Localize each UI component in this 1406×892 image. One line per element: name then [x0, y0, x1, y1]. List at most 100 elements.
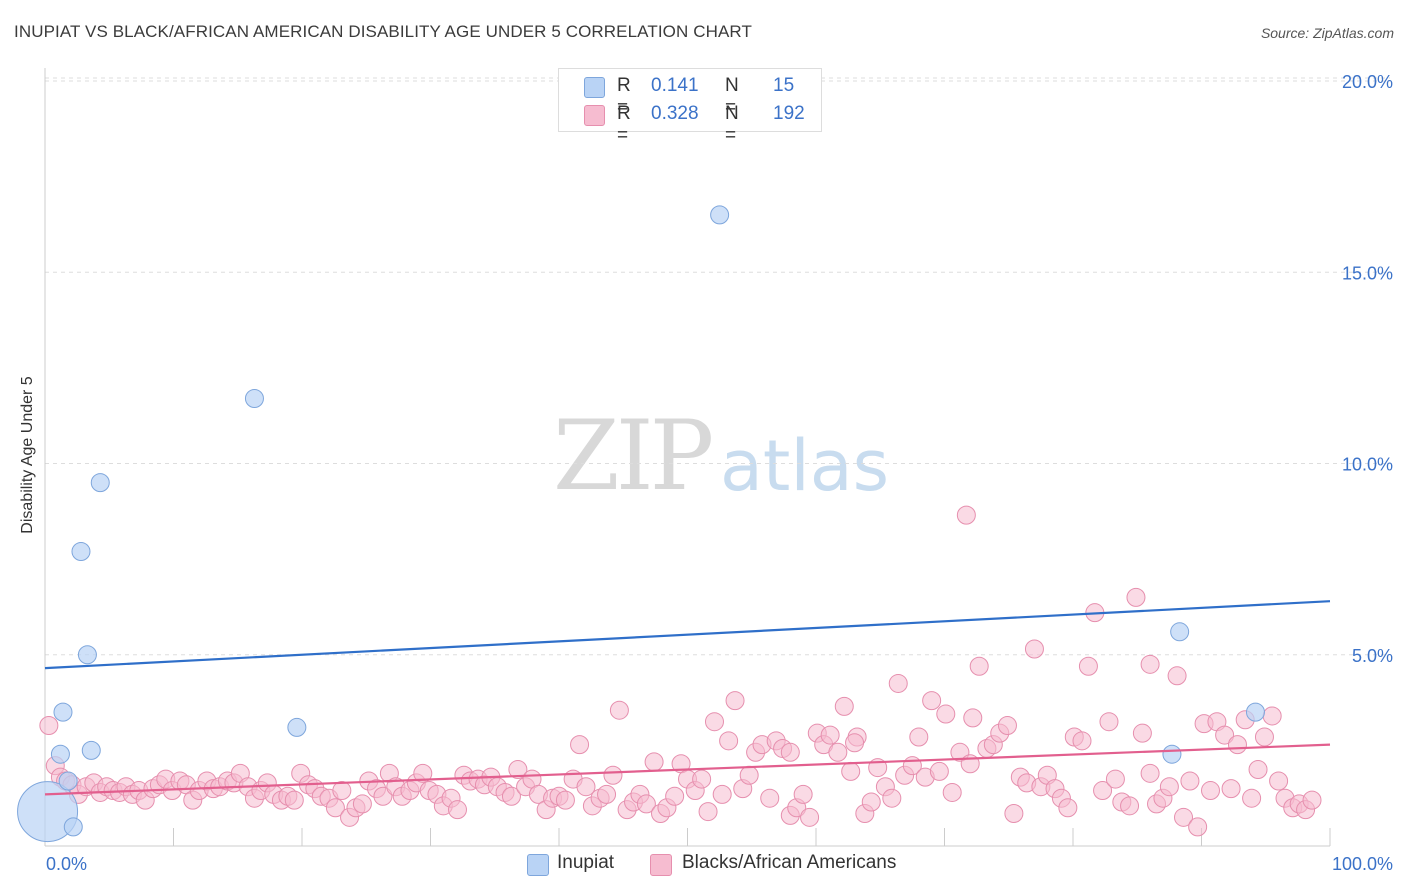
point-inupiat-7: [81, 740, 101, 760]
point-inupiat-4: [63, 817, 83, 837]
point-black-122: [861, 792, 881, 812]
trend-line-inupiat: [44, 600, 1331, 670]
point-black-174: [1215, 725, 1235, 745]
point-black-180: [1254, 727, 1274, 747]
y-tick-label-20: 20.0%: [1342, 72, 1393, 92]
point-inupiat-11: [710, 205, 730, 225]
point-inupiat-14: [1245, 702, 1265, 722]
point-black-181: [1262, 706, 1282, 726]
point-black-37: [284, 790, 304, 810]
point-inupiat-1: [50, 744, 70, 764]
point-black-80: [576, 777, 596, 797]
point-black-133: [936, 704, 956, 724]
point-inupiat-8: [90, 473, 110, 493]
point-black-99: [704, 712, 724, 732]
point-black-175: [1221, 779, 1241, 799]
legend-n-value: 15: [773, 75, 795, 96]
legend-swatch-black: [584, 105, 605, 126]
legend-n-label: N =: [725, 103, 739, 146]
point-black-176: [1227, 735, 1247, 755]
y-tick-label-10: 10.0%: [1342, 455, 1393, 475]
point-black-104: [739, 765, 759, 785]
point-black-168: [1174, 807, 1194, 827]
point-inupiat-10: [287, 717, 307, 737]
point-black-134: [942, 782, 962, 802]
point-black-43: [325, 798, 345, 818]
point-black-172: [1200, 781, 1220, 801]
y-tick-label-15: 15.0%: [1342, 263, 1393, 283]
point-black-182: [1269, 771, 1289, 791]
point-black-190: [845, 733, 865, 753]
point-inupiat-12: [1170, 622, 1190, 642]
point-inupiat-13: [1162, 744, 1182, 764]
point-black-44: [332, 781, 352, 801]
point-inupiat-3: [58, 771, 78, 791]
point-black-169: [1180, 771, 1200, 791]
correlation-legend: R = 0.141 N = 15 R = 0.328 N = 192: [558, 68, 822, 146]
point-black-116: [820, 725, 840, 745]
source-credit: Source: ZipAtlas.com: [1260, 25, 1394, 41]
point-black-85: [609, 700, 629, 720]
point-black-191: [1140, 654, 1160, 674]
series-inupiat-points: [17, 205, 1265, 843]
point-black-136: [956, 505, 976, 525]
y-tick-label-5: 5.0%: [1352, 646, 1393, 666]
point-black-0: [39, 716, 59, 736]
point-black-61: [447, 800, 467, 820]
point-black-112: [793, 784, 813, 804]
point-black-157: [1099, 712, 1119, 732]
point-black-178: [1242, 788, 1262, 808]
point-black-160: [1120, 796, 1140, 816]
point-black-151: [1058, 798, 1078, 818]
bottom-legend-swatch-black: [650, 854, 672, 876]
series-black-african-americans-points: [39, 505, 1322, 837]
chart-title: INUPIAT VS BLACK/AFRICAN AMERICAN DISABI…: [14, 22, 752, 41]
point-black-89: [636, 794, 656, 814]
point-black-98: [698, 802, 718, 822]
point-black-138: [969, 656, 989, 676]
point-black-170: [1188, 817, 1208, 837]
point-black-143: [1004, 803, 1024, 823]
point-black-129: [909, 727, 929, 747]
point-black-132: [929, 761, 949, 781]
point-black-90: [644, 752, 664, 772]
grid-lines: [45, 77, 1390, 656]
point-black-100: [712, 784, 732, 804]
watermark-zip: ZIP: [553, 400, 714, 512]
point-black-47: [352, 794, 372, 814]
watermark-atlas: atlas: [720, 425, 890, 507]
point-black-113: [800, 807, 820, 827]
point-black-125: [882, 788, 902, 808]
point-black-189: [780, 742, 800, 762]
legend-r-value: 0.141: [651, 75, 699, 96]
point-black-156: [1093, 781, 1113, 801]
point-black-142: [997, 716, 1017, 736]
point-black-158: [1105, 769, 1125, 789]
point-black-131: [922, 691, 942, 711]
point-inupiat-9: [244, 388, 264, 408]
point-black-93: [665, 786, 685, 806]
legend-r-value: 0.328: [651, 103, 699, 124]
point-inupiat-5: [71, 541, 91, 561]
point-black-77: [555, 790, 575, 810]
point-inupiat-0: [17, 781, 79, 843]
point-black-107: [760, 788, 780, 808]
point-black-83: [597, 784, 617, 804]
point-black-119: [841, 761, 861, 781]
bottom-legend-label-black: Blacks/African Americans: [682, 852, 897, 873]
point-black-50: [373, 786, 393, 806]
tick-labels: 5.0% 10.0% 15.0% 20.0% 0.0% 100.0%: [46, 72, 1393, 874]
trend-lines: [44, 600, 1331, 796]
point-black-118: [834, 696, 854, 716]
x-tick-label-max: 100.0%: [1332, 854, 1393, 874]
point-black-162: [1132, 723, 1152, 743]
point-black-79: [570, 735, 590, 755]
x-tick-label-min: 0.0%: [46, 854, 87, 874]
point-black-146: [1024, 639, 1044, 659]
point-black-154: [1078, 656, 1098, 676]
point-black-102: [725, 691, 745, 711]
point-black-101: [719, 731, 739, 751]
legend-swatch-inupiat: [584, 77, 605, 98]
legend-r-label: R =: [617, 75, 631, 118]
